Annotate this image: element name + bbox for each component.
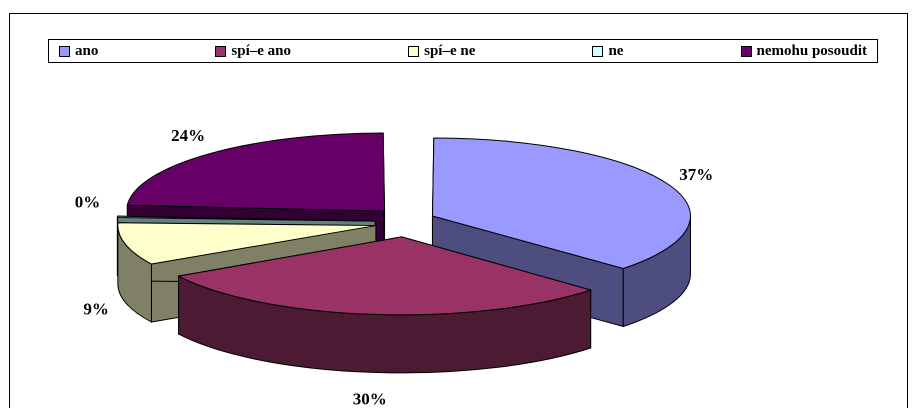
pie-label-ne: 0% xyxy=(75,192,101,211)
legend-label-spise-ne: spí–e ne xyxy=(424,42,476,59)
legend-label-ne: ne xyxy=(608,42,624,59)
pie-slice-spise-ne xyxy=(117,222,376,265)
pie-label-nemohu-posoudit: 24% xyxy=(171,126,205,145)
legend-label-nemohu-posoudit: nemohu posoudit xyxy=(756,42,867,59)
legend-item-ne: ne xyxy=(592,43,623,60)
legend-swatch-spise-ne xyxy=(408,45,420,57)
legend-item-nemohu-posoudit: nemohu posoudit xyxy=(740,42,867,60)
pie-label-spise-ano: 30% xyxy=(353,389,387,408)
pie-label-ano: 37% xyxy=(679,165,713,184)
legend-item-spise-ano: spí–e ano xyxy=(215,43,291,60)
pie-slice-spise-ano xyxy=(177,236,593,316)
pie-slice-ano xyxy=(431,137,691,270)
legend-swatch-nemohu-posoudit xyxy=(740,45,752,57)
legend-label-ano: ano xyxy=(75,42,99,59)
chart-frame xyxy=(9,13,908,408)
legend-item-spise-ne: spí–e ne xyxy=(408,43,475,60)
legend-item-ano: ano xyxy=(59,43,98,60)
legend-swatch-ano xyxy=(59,45,70,57)
pie-label-spise-ne: 9% xyxy=(83,299,109,318)
legend-swatch-spise-ano xyxy=(215,45,227,57)
legend: ano spí–e ano spí–e ne ne nemohu posoudi… xyxy=(48,39,878,63)
pie-slice-nemohu-posoudit xyxy=(126,132,386,212)
legend-label-spise-ano: spí–e ano xyxy=(231,42,292,59)
legend-swatch-ne xyxy=(592,45,604,57)
pie-slice-ne xyxy=(116,215,376,222)
